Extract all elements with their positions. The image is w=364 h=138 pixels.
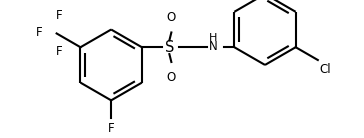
Text: H: H [209,33,217,43]
Text: S: S [165,40,174,55]
Text: F: F [36,26,43,39]
Text: N: N [209,40,217,53]
Text: F: F [56,45,63,58]
Text: Cl: Cl [320,63,331,76]
Text: F: F [56,9,63,22]
Text: F: F [108,122,114,135]
Text: O: O [167,11,176,24]
Text: O: O [167,71,176,84]
